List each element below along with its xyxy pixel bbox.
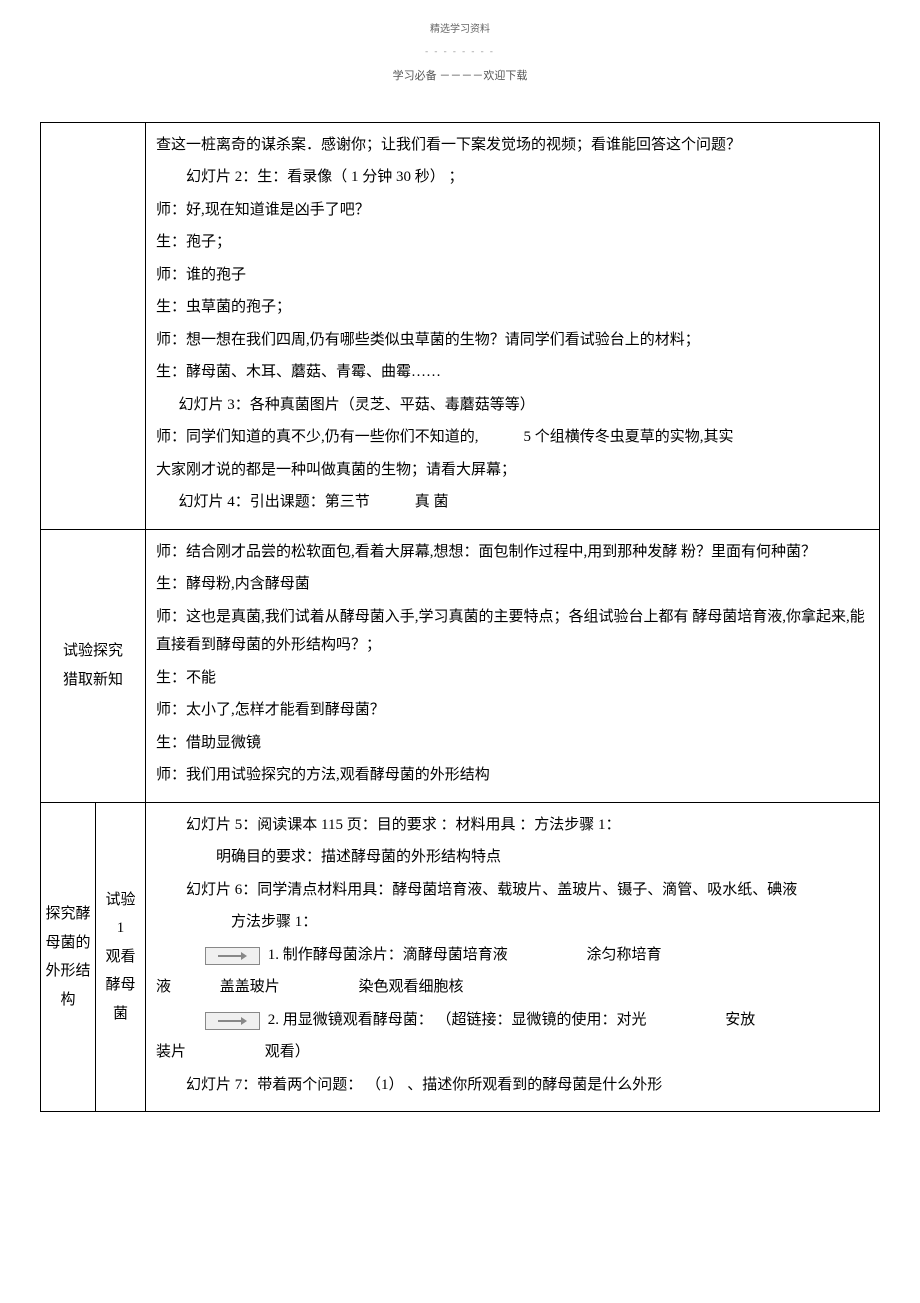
paragraph: 幻灯片 5：阅读课本 115 页：目的要求 ：材料用具 ：方法步骤 1：	[156, 811, 869, 840]
text-span: 液	[156, 979, 171, 995]
lesson-table: 查这一桩离奇的谋杀案．感谢你；让我们看一下案发觉场的视频；看谁能回答这个问题？ …	[40, 122, 880, 1113]
section-label-cell: 试验 1 观看酵母菌	[96, 802, 146, 1112]
section-label-text: 观看酵母菌	[100, 943, 141, 1029]
page-header-line: 学习必备 －－－－欢迎下载	[40, 66, 880, 87]
paragraph: 生：虫草菌的孢子；	[156, 293, 869, 322]
paragraph: 1. 制作酵母菌涂片：滴酵母菌培育液 涂匀称培育	[156, 941, 869, 970]
paragraph: 师：好,现在知道谁是凶手了吧？	[156, 196, 869, 225]
paragraph: 师：这也是真菌,我们试着从酵母菌入手,学习真菌的主要特点；各组试验台上都有 酵母…	[156, 603, 869, 660]
empty-cell	[41, 122, 146, 529]
page-header-dashes: - - - - - - - -	[40, 43, 880, 60]
table-row: 探究酵母菌的外形结构 试验 1 观看酵母菌 幻灯片 5：阅读课本 115 页：目…	[41, 802, 880, 1112]
paragraph: 2. 用显微镜观看酵母菌： （超链接：显微镜的使用：对光 安放	[156, 1006, 869, 1035]
paragraph: 幻灯片 2：生：看录像（ 1 分钟 30 秒） ；	[156, 163, 869, 192]
paragraph: 幻灯片 7：带着两个问题： （1） 、描述你所观看到的酵母菌是什么外形	[156, 1071, 869, 1100]
paragraph: 师：太小了,怎样才能看到酵母菌？	[156, 696, 869, 725]
text-span: 5 个组横传冬虫夏草的实物,其实	[524, 429, 734, 445]
paragraph: 查这一桩离奇的谋杀案．感谢你；让我们看一下案发觉场的视频；看谁能回答这个问题？	[156, 131, 869, 160]
paragraph: 幻灯片 6：同学清点材料用具：酵母菌培育液、载玻片、盖玻片、镊子、滴管、吸水纸、…	[156, 876, 869, 905]
section-label-cell: 探究酵母菌的外形结构	[41, 802, 96, 1112]
text-span: 涂匀称培育	[587, 947, 662, 963]
text-span: 染色观看细胞核	[359, 979, 464, 995]
paragraph: 装片 观看）	[156, 1038, 869, 1067]
paragraph: 幻灯片 3：各种真菌图片（灵芝、平菇、毒蘑菇等等）	[156, 391, 869, 420]
table-row: 试验探究 猎取新知 师：结合刚才品尝的松软面包,看着大屏幕,想想：面包制作过程中…	[41, 529, 880, 802]
paragraph: 师：结合刚才品尝的松软面包,看着大屏幕,想想：面包制作过程中,用到那种发酵 粉？…	[156, 538, 869, 567]
paragraph: 生：酵母菌、木耳、蘑菇、青霉、曲霉……	[156, 358, 869, 387]
paragraph: 幻灯片 4：引出课题：第三节 真 菌	[156, 488, 869, 517]
paragraph: 师：同学们知道的真不少,仍有一些你们不知道的, 5 个组横传冬虫夏草的实物,其实	[156, 423, 869, 452]
paragraph: 师：我们用试验探究的方法,观看酵母菌的外形结构	[156, 761, 869, 790]
content-cell: 幻灯片 5：阅读课本 115 页：目的要求 ：材料用具 ：方法步骤 1： 明确目…	[146, 802, 880, 1112]
section-label-text: 猎取新知	[45, 666, 141, 695]
arrow-icon	[205, 1012, 260, 1030]
text-span: 观看）	[265, 1044, 310, 1060]
paragraph: 大家刚才说的都是一种叫做真菌的生物；请看大屏幕；	[156, 456, 869, 485]
arrow-icon	[205, 947, 260, 965]
text-span: 2. 用显微镜观看酵母菌： （超链接：显微镜的使用：对光	[268, 1012, 647, 1028]
content-cell: 师：结合刚才品尝的松软面包,看着大屏幕,想想：面包制作过程中,用到那种发酵 粉？…	[146, 529, 880, 802]
paragraph: 师：想一想在我们四周,仍有哪些类似虫草菌的生物？请同学们看试验台上的材料；	[156, 326, 869, 355]
table-row: 查这一桩离奇的谋杀案．感谢你；让我们看一下案发觉场的视频；看谁能回答这个问题？ …	[41, 122, 880, 529]
text-span: 真 菌	[415, 494, 449, 510]
page-header-small: 精选学习资料	[40, 20, 880, 39]
paragraph: 生：借助显微镜	[156, 729, 869, 758]
section-label-text: 试验探究	[45, 637, 141, 666]
text-span: 安放	[725, 1012, 755, 1028]
paragraph: 生：酵母粉,内含酵母菌	[156, 570, 869, 599]
section-label-cell: 试验探究 猎取新知	[41, 529, 146, 802]
text-span: 1. 制作酵母菌涂片：滴酵母菌培育液	[268, 947, 508, 963]
paragraph: 师：谁的孢子	[156, 261, 869, 290]
text-span: 装片	[156, 1044, 186, 1060]
paragraph: 生：孢子；	[156, 228, 869, 257]
paragraph: 生：不能	[156, 664, 869, 693]
text-span: 师：同学们知道的真不少,仍有一些你们不知道的,	[156, 429, 479, 445]
section-label-text: 探究酵母菌的外形结构	[45, 900, 91, 1014]
content-cell: 查这一桩离奇的谋杀案．感谢你；让我们看一下案发觉场的视频；看谁能回答这个问题？ …	[146, 122, 880, 529]
paragraph: 方法步骤 1：	[156, 908, 869, 937]
paragraph: 液 盖盖玻片 染色观看细胞核	[156, 973, 869, 1002]
text-span: 盖盖玻片	[220, 979, 280, 995]
text-span: 幻灯片 4：引出课题：第三节	[179, 494, 370, 510]
section-label-text: 试验 1	[100, 886, 141, 943]
paragraph: 明确目的要求：描述酵母菌的外形结构特点	[156, 843, 869, 872]
